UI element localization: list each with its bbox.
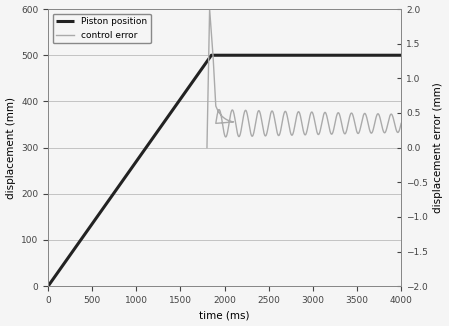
Piston position: [209, 53, 214, 57]
control error: [204, 146, 210, 150]
Legend: Piston position, control error: Piston position, control error: [53, 14, 151, 43]
control error: [389, 113, 395, 117]
control error: [239, 126, 244, 130]
Y-axis label: displacement (mm): displacement (mm): [5, 96, 16, 199]
Line: control error: control error: [207, 9, 401, 148]
control error: [207, 7, 212, 11]
control error: [321, 112, 326, 116]
Y-axis label: displacement error (mm): displacement error (mm): [433, 82, 444, 213]
Piston position: [45, 284, 51, 288]
Piston position: [398, 53, 404, 57]
control error: [340, 129, 346, 133]
control error: [311, 115, 317, 119]
control error: [398, 121, 404, 125]
X-axis label: time (ms): time (ms): [199, 310, 250, 320]
control error: [216, 110, 221, 113]
Line: Piston position: Piston position: [48, 55, 401, 286]
